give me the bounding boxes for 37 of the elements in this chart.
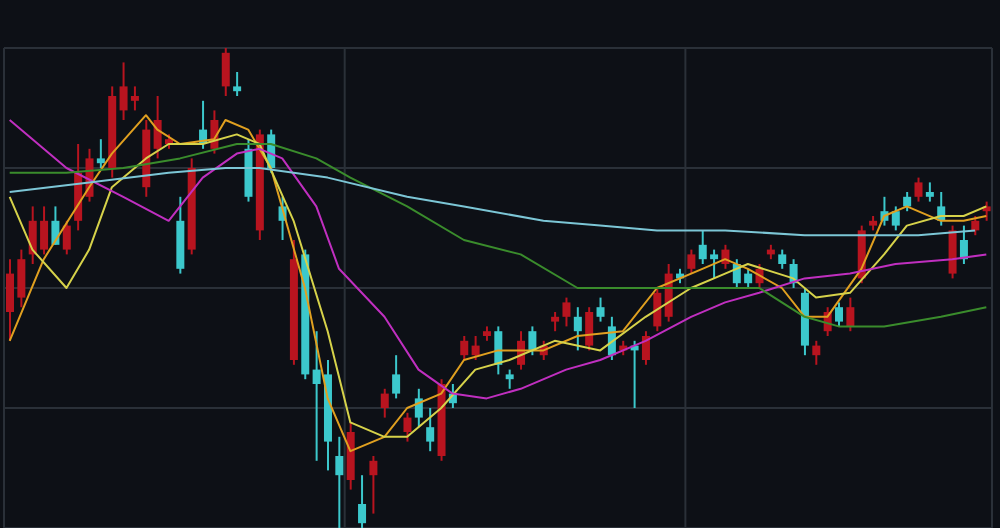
candlestick (380, 387, 389, 419)
candlestick (369, 455, 378, 515)
candlestick (403, 411, 412, 443)
candlestick (233, 71, 242, 97)
candlestick (846, 296, 855, 333)
candlestick (903, 191, 912, 213)
candlestick (335, 435, 344, 528)
candlestick (505, 368, 514, 390)
candlestick (573, 306, 582, 352)
candlestick (585, 306, 594, 352)
candlestick (551, 311, 560, 333)
candlestick (778, 248, 787, 270)
candlestick (176, 195, 185, 275)
candlestick (346, 421, 355, 491)
candlestick (460, 335, 469, 361)
candlestick (948, 224, 957, 280)
candlestick (925, 181, 934, 203)
candlestick (96, 138, 105, 169)
candlestick (687, 248, 696, 275)
candlestick (562, 296, 571, 328)
candlestick (812, 339, 821, 366)
candlestick (891, 205, 900, 232)
candlestick (414, 387, 423, 429)
candlestick (358, 474, 367, 528)
candlestick (62, 219, 71, 256)
candlestick (528, 325, 537, 357)
candlestick (221, 48, 230, 97)
candlestick (653, 287, 662, 333)
candlestick (471, 335, 480, 361)
candlestick (971, 215, 980, 237)
candlestick (426, 407, 435, 453)
candlestick (914, 176, 923, 203)
candlestick (641, 330, 650, 366)
candlestick (244, 138, 253, 203)
candlestick (392, 354, 401, 400)
candlestick (596, 296, 605, 323)
candlestick (835, 301, 844, 328)
